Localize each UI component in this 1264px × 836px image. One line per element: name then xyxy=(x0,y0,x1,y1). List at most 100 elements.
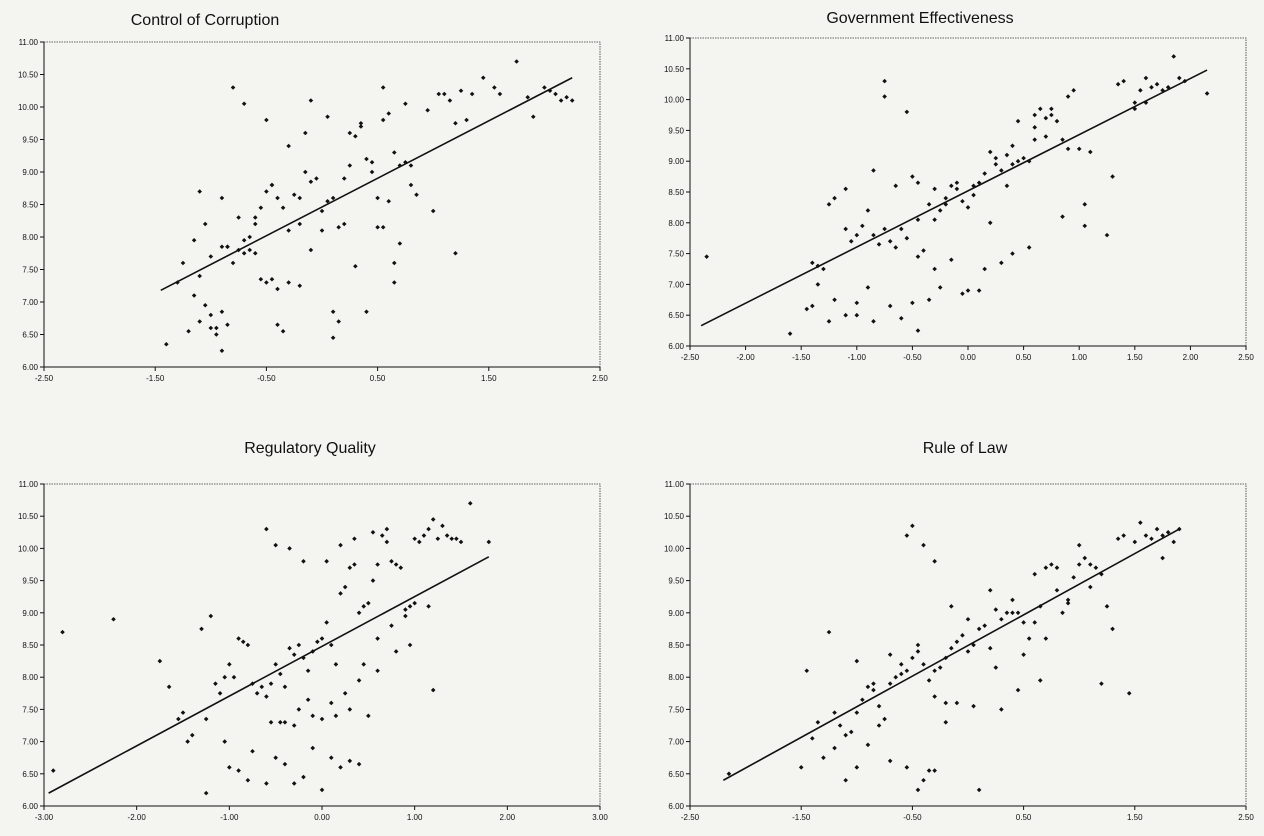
x-tick-label: 1.00 xyxy=(407,813,423,822)
data-point xyxy=(1065,600,1071,606)
data-point xyxy=(202,221,208,227)
x-tick-label: 2.00 xyxy=(500,813,516,822)
data-point xyxy=(245,642,251,648)
data-point xyxy=(993,665,999,670)
data-point xyxy=(435,536,441,542)
y-tick-label: 6.00 xyxy=(22,363,38,372)
data-point xyxy=(704,254,709,259)
data-point xyxy=(458,539,464,545)
data-point xyxy=(453,250,458,256)
data-point xyxy=(264,189,269,194)
data-point xyxy=(258,276,264,282)
data-point xyxy=(815,719,821,725)
data-point xyxy=(430,687,436,693)
data-point xyxy=(180,260,186,266)
x-tick-label: 2.50 xyxy=(1238,813,1254,822)
y-tick-label: 11.00 xyxy=(19,38,39,47)
data-point xyxy=(999,168,1004,173)
data-point xyxy=(553,91,558,97)
data-point xyxy=(1171,539,1177,545)
x-tick-label: 1.50 xyxy=(481,374,497,383)
data-point xyxy=(832,195,837,201)
data-point xyxy=(191,237,197,243)
data-point xyxy=(297,195,303,201)
data-point xyxy=(225,322,230,328)
data-point xyxy=(1049,562,1054,567)
data-point xyxy=(921,542,926,548)
data-point xyxy=(965,616,971,622)
data-point xyxy=(893,245,899,250)
data-point xyxy=(286,280,291,285)
data-point xyxy=(278,671,283,677)
data-point xyxy=(1010,143,1015,149)
data-point xyxy=(364,309,369,315)
y-tick-label: 11.00 xyxy=(665,480,685,489)
data-point xyxy=(976,626,982,632)
data-point xyxy=(843,226,848,232)
data-point xyxy=(197,319,202,324)
y-tick-label: 7.50 xyxy=(668,250,684,259)
data-point xyxy=(1160,88,1165,93)
y-tick-label: 9.00 xyxy=(22,609,38,618)
trend-line xyxy=(722,528,1180,781)
scatter-chart-regulatory-quality: 6.00 6.50 7.00 7.50 8.00 8.50 9.00 9.50 10.00 10.… xyxy=(18,480,608,822)
data-point xyxy=(328,700,334,706)
data-point xyxy=(1204,91,1210,96)
data-point xyxy=(1126,691,1132,696)
x-tick-label: -0.50 xyxy=(257,374,276,383)
data-point xyxy=(227,765,232,770)
plot-area-frame xyxy=(689,37,1247,347)
data-point xyxy=(1004,152,1010,158)
data-point xyxy=(389,623,394,628)
y-tick-label: 9.00 xyxy=(668,609,684,618)
data-point xyxy=(330,335,336,341)
data-point xyxy=(166,684,172,690)
data-point xyxy=(865,285,871,290)
data-point xyxy=(960,633,965,638)
data-point xyxy=(937,285,943,290)
data-point xyxy=(269,276,275,282)
data-point xyxy=(252,221,258,227)
data-point xyxy=(926,297,932,303)
y-tick-label: 7.50 xyxy=(22,266,38,275)
data-point xyxy=(1099,681,1104,686)
data-point xyxy=(467,501,473,506)
data-point xyxy=(287,645,292,651)
data-point xyxy=(1054,565,1060,571)
data-point xyxy=(291,652,297,657)
x-tick-label: -3.00 xyxy=(35,813,54,822)
data-point xyxy=(60,629,65,635)
data-point xyxy=(305,697,311,703)
chart-title: Rule of Law xyxy=(922,440,1008,457)
data-point xyxy=(898,662,904,667)
data-point xyxy=(341,176,347,181)
data-point xyxy=(1143,100,1149,105)
data-point xyxy=(330,309,336,315)
data-point xyxy=(965,649,971,654)
data-point xyxy=(330,195,336,201)
data-point xyxy=(369,159,375,165)
data-point xyxy=(231,674,237,680)
data-point xyxy=(366,713,371,719)
data-point xyxy=(848,238,854,244)
data-point xyxy=(464,117,469,123)
data-point xyxy=(370,530,376,535)
data-point xyxy=(219,309,225,315)
trend-line xyxy=(160,77,573,292)
data-point xyxy=(380,85,386,90)
data-point xyxy=(915,180,921,186)
data-point xyxy=(275,195,280,201)
data-point xyxy=(291,781,297,786)
data-point xyxy=(325,198,330,204)
data-point xyxy=(787,331,793,336)
data-point xyxy=(1088,562,1093,567)
data-point xyxy=(999,707,1004,712)
data-point xyxy=(380,117,386,123)
data-point xyxy=(186,328,191,334)
data-point xyxy=(1054,118,1060,124)
data-point xyxy=(384,539,390,545)
data-point xyxy=(954,186,960,192)
data-point xyxy=(910,300,915,306)
x-tick-label: -2.50 xyxy=(35,374,54,383)
chart-title: Regulatory Quality xyxy=(244,440,376,457)
